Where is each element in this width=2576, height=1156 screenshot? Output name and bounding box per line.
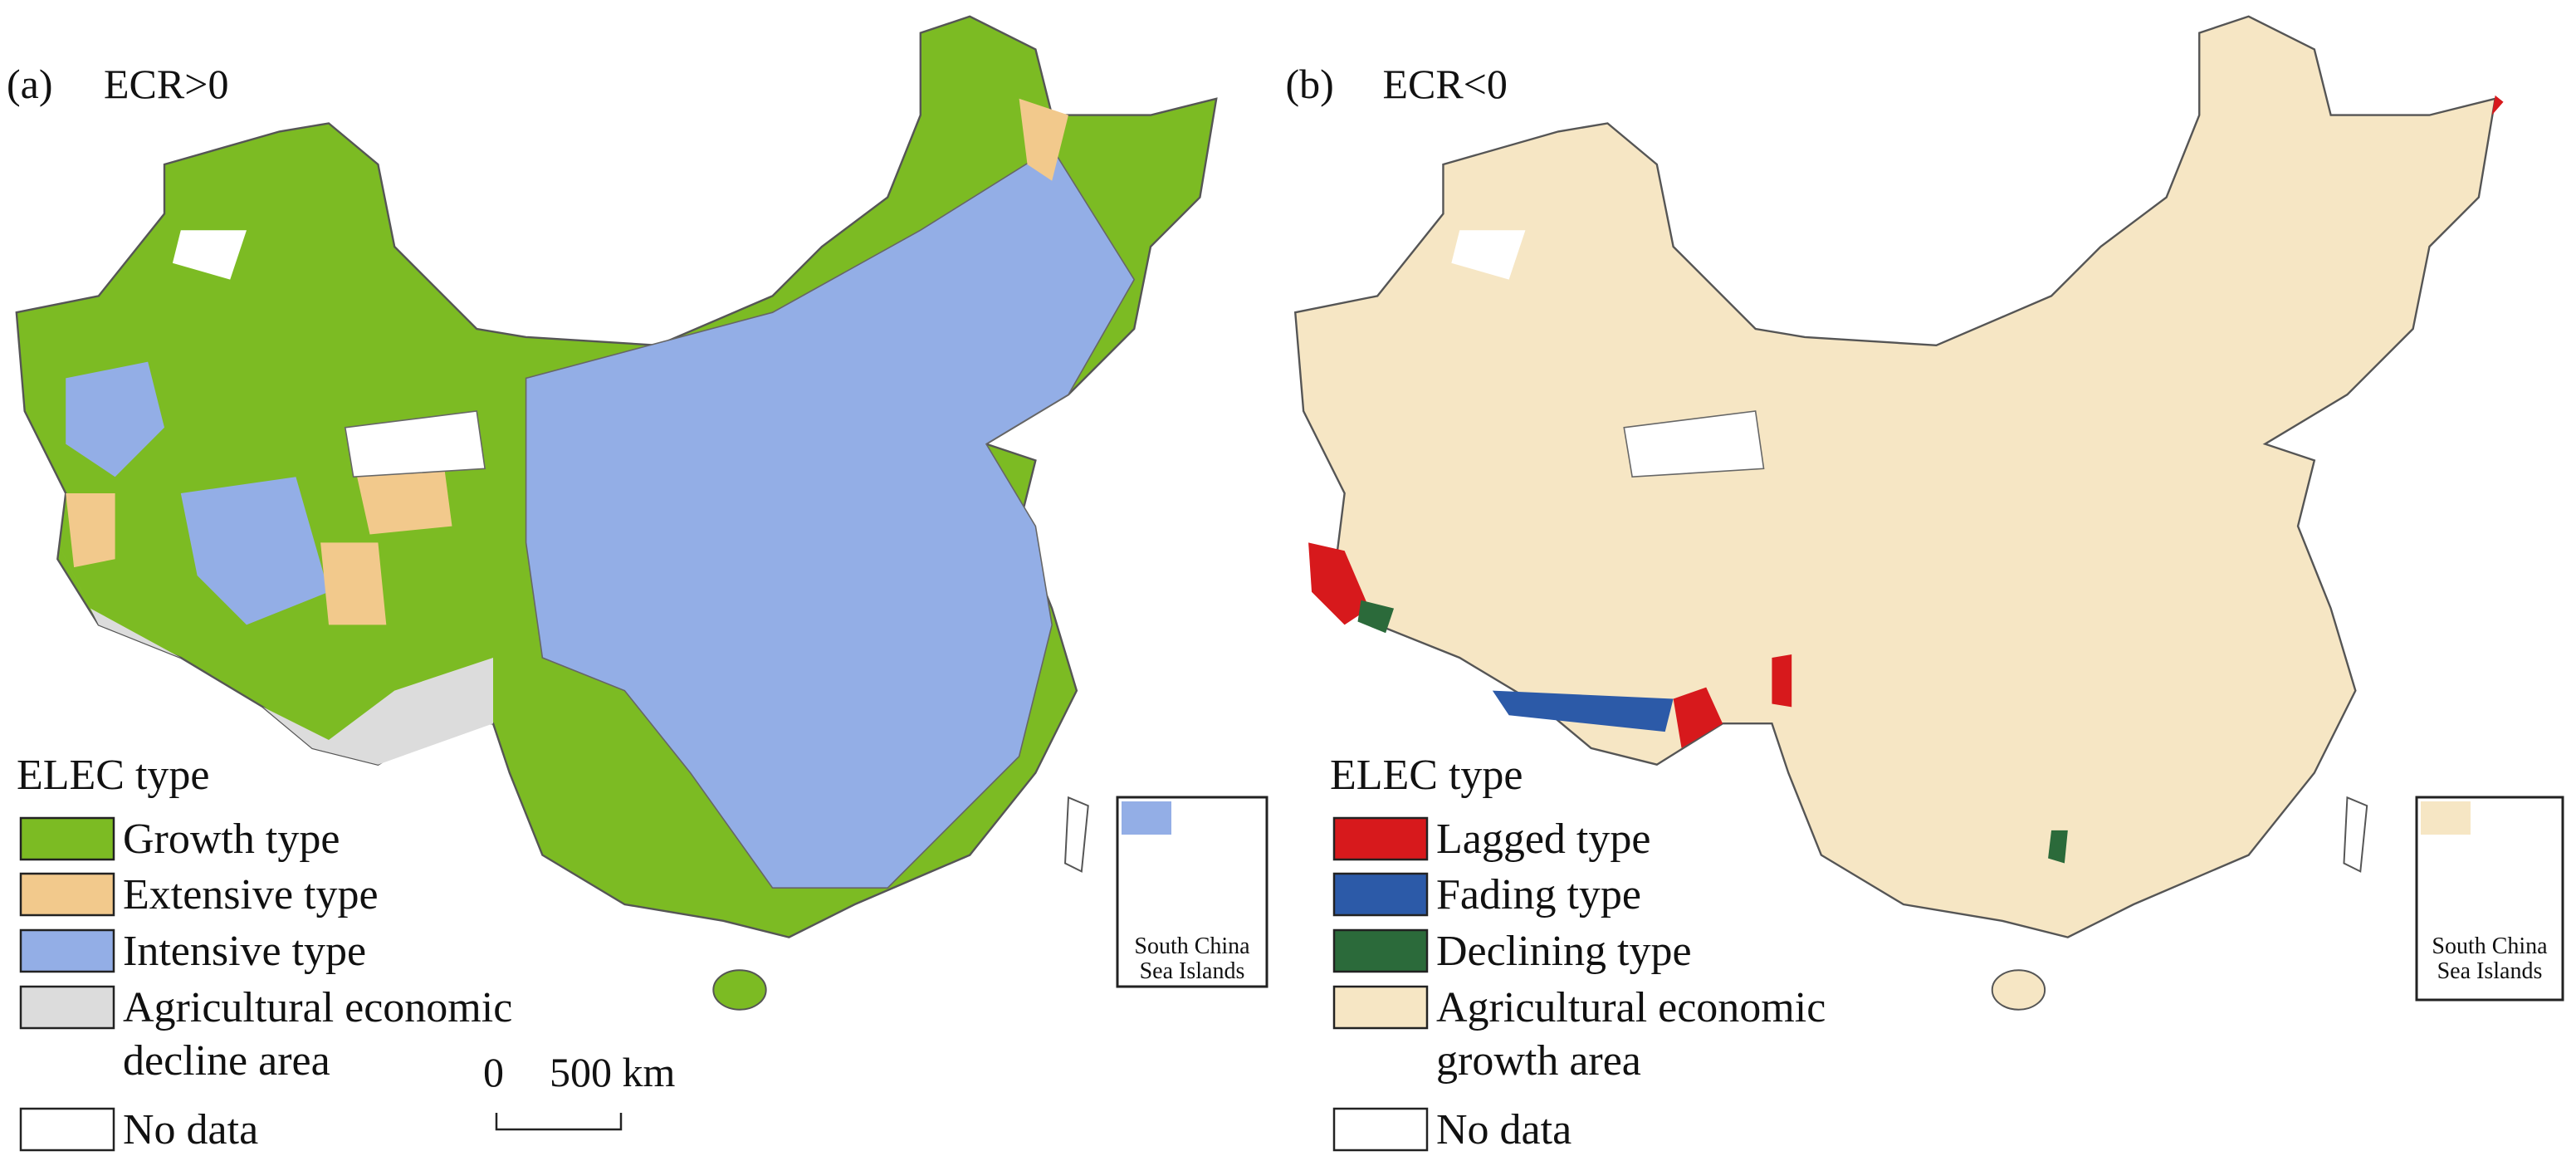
region-lagged [1308, 542, 1370, 625]
panel-label: (b) [1285, 61, 1333, 107]
inset-label: Sea Islands [2437, 958, 2543, 984]
legend-label: Extensive type [123, 871, 379, 918]
legend-label: Agricultural economic [1436, 984, 1826, 1031]
legend-title: ELEC type [1330, 752, 1523, 799]
panel-label: (a) [7, 61, 53, 107]
region-fading [1492, 690, 1674, 732]
legend-swatch [19, 872, 115, 917]
legend-label: No data [123, 1106, 258, 1152]
legend-title: ELEC type [17, 752, 210, 799]
legend-swatch [19, 928, 115, 973]
legend-swatch [1332, 1107, 1429, 1152]
taiwan [2343, 796, 2368, 873]
scale-bar [495, 1113, 623, 1131]
region-no-data [1451, 230, 1526, 280]
region-extensive [66, 493, 115, 568]
inset-label: Sea Islands [1140, 958, 1245, 984]
region-lagged [1673, 687, 1723, 748]
legend-swatch [1332, 816, 1429, 861]
region-extensive [1019, 98, 1068, 181]
region-lagged [1772, 654, 1792, 708]
legend-label: decline area [123, 1037, 330, 1085]
region-no-data [1623, 410, 1765, 478]
legend-label: Declining type [1436, 928, 1692, 975]
legend-label: Intensive type [123, 928, 366, 975]
region-extensive [320, 542, 387, 625]
legend-label: Growth type [123, 816, 340, 863]
hainan [712, 969, 767, 1011]
legend-swatch [1332, 928, 1429, 973]
region-declining [1357, 600, 1395, 634]
region-decline [57, 542, 494, 765]
country-shape [1293, 15, 2497, 938]
scale-end: 500 km [550, 1049, 676, 1095]
legend-swatch [1332, 872, 1429, 917]
region-declining [2048, 830, 2068, 864]
map-panel [15, 15, 1218, 1011]
region-lagged [2491, 95, 2504, 115]
region-no-data [344, 410, 486, 478]
inset-label: South China [2432, 933, 2548, 959]
legend-label: Agricultural economic [123, 984, 512, 1031]
inset-land [1122, 801, 1171, 835]
legend-label: Lagged type [1436, 816, 1650, 863]
region-no-data [172, 230, 247, 280]
panel-title: ECR>0 [104, 61, 228, 107]
region-extensive [353, 460, 452, 535]
region-intensive [525, 147, 1136, 889]
inset-label: South China [1134, 933, 1250, 959]
panel-title: ECR<0 [1382, 61, 1507, 107]
legend-label: No data [1436, 1106, 1572, 1152]
legend-swatch [19, 985, 115, 1030]
legend-swatch [1332, 985, 1429, 1030]
map-panel [1293, 15, 2504, 1011]
region-intensive [180, 477, 329, 625]
inset-land [2421, 801, 2471, 835]
legend-label: growth area [1436, 1037, 1641, 1085]
hainan [1991, 969, 2046, 1011]
region-intensive [66, 361, 164, 478]
legend-label: Fading type [1436, 871, 1641, 918]
scale-start: 0 [483, 1049, 504, 1095]
legend-swatch [19, 816, 115, 861]
taiwan [1064, 796, 1089, 873]
legend-swatch [19, 1107, 115, 1152]
